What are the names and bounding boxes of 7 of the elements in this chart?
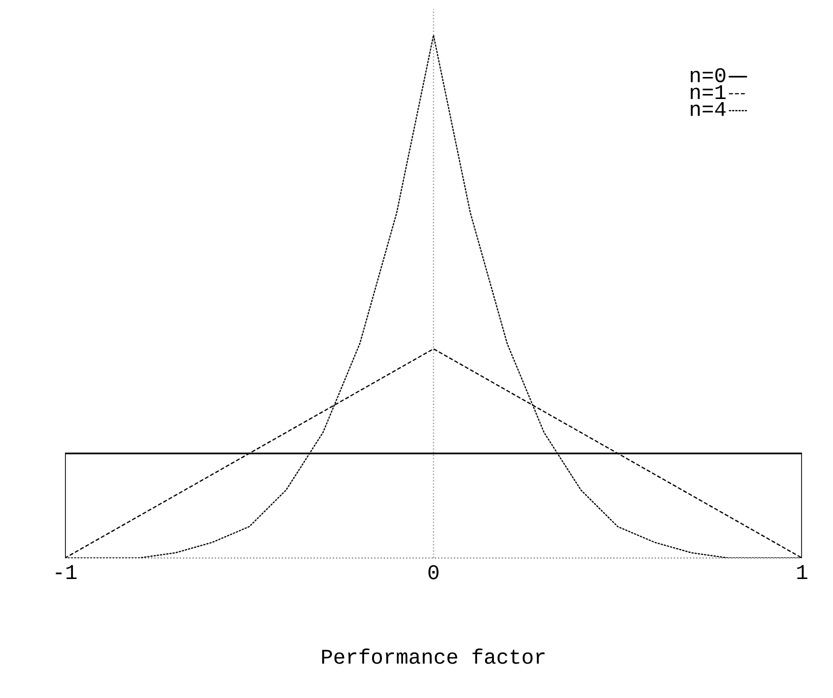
x-tick-label: 0 [428, 565, 438, 580]
legend-label: n=4 [690, 102, 726, 116]
x-axis-title: Performance factor [322, 648, 545, 664]
x-tick-label: -1 [56, 565, 77, 579]
legend-label: n=1 [690, 85, 726, 99]
legend-label: n=0 [690, 68, 726, 82]
x-tick-label: 1 [797, 565, 808, 579]
